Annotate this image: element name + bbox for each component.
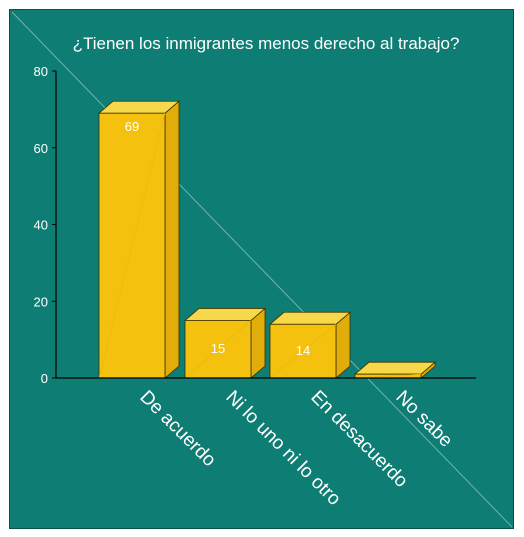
bar-top-face bbox=[353, 361, 437, 375]
bar-shading-line bbox=[269, 323, 337, 379]
bar-top-face bbox=[268, 311, 352, 325]
bar-shading-line bbox=[184, 320, 252, 379]
bar-top-face bbox=[183, 308, 267, 321]
x-category-label: De acuerdo bbox=[135, 387, 219, 471]
diagonal-decoration bbox=[11, 11, 513, 528]
chart-title: ¿Tienen los inmigrantes menos derecho al… bbox=[73, 34, 460, 53]
y-tick-label: 60 bbox=[34, 141, 48, 156]
bar: 15 bbox=[183, 307, 267, 379]
y-tick-label: 40 bbox=[34, 218, 48, 233]
y-tick-label: 20 bbox=[34, 294, 48, 309]
bar-top-face bbox=[97, 100, 181, 114]
bar-value-label: 14 bbox=[296, 343, 310, 358]
bar-side-face bbox=[164, 100, 180, 379]
bar: 14 bbox=[268, 311, 352, 379]
bar-shading-line bbox=[354, 373, 422, 379]
bar-value-label: 69 bbox=[125, 119, 139, 134]
bar bbox=[353, 361, 437, 379]
bar-shading-line bbox=[98, 113, 166, 379]
bar: 69 bbox=[97, 100, 181, 379]
y-tick-label: 0 bbox=[41, 371, 48, 386]
bar-value-label: 15 bbox=[211, 341, 225, 356]
x-category-label: No sabe bbox=[391, 387, 456, 452]
y-tick-label: 80 bbox=[34, 64, 48, 79]
